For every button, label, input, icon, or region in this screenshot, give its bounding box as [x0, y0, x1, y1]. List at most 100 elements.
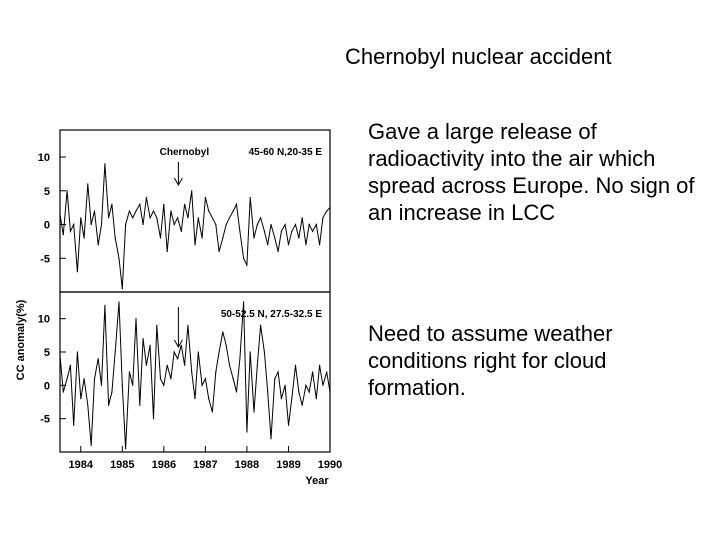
- data-point: [215, 371, 217, 373]
- data-point: [260, 324, 262, 326]
- data-point: [301, 217, 303, 219]
- data-point: [90, 444, 92, 446]
- data-point: [215, 223, 217, 226]
- data-point: [149, 217, 151, 219]
- data-point: [180, 344, 182, 346]
- data-point: [312, 230, 314, 232]
- data-point: [180, 230, 182, 232]
- data-point: [239, 230, 241, 232]
- data-point: [326, 210, 328, 212]
- panel-region-label: 50-52.5 N, 27.5-32.5 E: [221, 309, 323, 320]
- data-point: [329, 391, 331, 393]
- y-axis-title: CC anomaly(%): [15, 299, 27, 380]
- chernobyl-annotation: Chernobyl: [160, 147, 210, 158]
- data-point: [121, 384, 123, 386]
- data-point: [66, 378, 68, 380]
- y-tick-label: 10: [38, 152, 50, 164]
- data-point: [249, 351, 251, 353]
- data-point: [301, 404, 303, 406]
- data-point: [208, 210, 210, 212]
- data-point: [208, 398, 210, 400]
- data-point: [163, 384, 165, 386]
- data-point: [194, 398, 196, 400]
- data-point: [62, 391, 64, 393]
- data-point: [145, 196, 147, 199]
- data-point: [280, 398, 282, 400]
- data-point: [305, 384, 307, 386]
- data-point: [194, 244, 196, 246]
- data-point: [274, 378, 276, 380]
- data-point: [114, 237, 116, 239]
- data-point: [62, 234, 64, 236]
- data-point: [326, 371, 328, 373]
- y-tick-label: 0: [44, 380, 50, 392]
- chart-panels: 10 5 0 -5 45-60 N,20-35 E Chernobyl 10 5 0 -5 50-5…: [38, 129, 331, 453]
- data-point: [118, 301, 120, 303]
- data-point: [121, 288, 123, 290]
- data-point: [152, 210, 155, 212]
- data-point: [170, 210, 172, 212]
- data-point: [232, 378, 234, 380]
- data-point: [204, 196, 206, 199]
- data-point: [228, 364, 231, 366]
- data-point: [280, 230, 282, 232]
- data-point: [187, 324, 189, 326]
- data-point: [253, 411, 255, 413]
- data-point: [305, 244, 307, 246]
- data-point: [149, 344, 151, 346]
- annotation-arrow-head: [173, 177, 183, 187]
- data-point: [80, 217, 82, 219]
- panel-1: 10 5 0 -5 45-60 N,20-35 E Chernobyl: [38, 129, 331, 293]
- bullet-text-1: Gave a large release of radioactivity in…: [368, 119, 695, 225]
- data-point: [83, 237, 85, 239]
- data-point: [284, 384, 286, 386]
- data-point: [156, 217, 158, 219]
- cc-anomaly-chart: 10 5 0 -5 45-60 N,20-35 E Chernobyl 10 5 0 -5 50-5…: [15, 129, 342, 487]
- data-point: [97, 358, 99, 360]
- data-point: [294, 223, 297, 226]
- data-point: [274, 237, 276, 239]
- x-axis: 1984 1985 1986 1987 1988 1989 1990: [69, 446, 342, 471]
- data-point: [243, 301, 245, 303]
- data-point: [166, 250, 168, 253]
- data-point: [322, 384, 324, 386]
- data-point: [100, 223, 103, 226]
- data-point: [319, 364, 321, 366]
- data-point: [125, 223, 127, 226]
- y-tick-label: 5: [44, 347, 50, 359]
- data-point: [139, 404, 141, 406]
- data-point: [277, 250, 279, 253]
- data-point: [135, 210, 137, 212]
- data-point: [73, 424, 75, 426]
- data-point: [177, 358, 179, 360]
- data-point: [142, 338, 144, 340]
- data-point: [177, 217, 179, 219]
- data-point: [108, 217, 110, 219]
- data-point: [263, 230, 265, 232]
- data-point: [111, 391, 113, 393]
- data-point: [187, 217, 189, 219]
- data-point: [239, 358, 241, 360]
- data-point: [315, 223, 317, 226]
- data-point: [93, 378, 96, 380]
- y-tick-label: 5: [44, 186, 50, 198]
- y-tick-label: -5: [40, 414, 50, 426]
- panel-frame: [59, 291, 331, 453]
- data-point: [66, 190, 68, 192]
- data-point: [235, 203, 238, 205]
- slide-title: Chernobyl nuclear accident: [345, 44, 612, 69]
- y-tick-label: 10: [38, 314, 50, 326]
- data-point: [76, 351, 78, 353]
- data-point: [87, 404, 89, 406]
- data-point: [163, 203, 165, 205]
- x-tick-label: 1989: [276, 459, 300, 471]
- series-line: [59, 301, 331, 449]
- data-point: [111, 203, 113, 205]
- data-point: [201, 384, 203, 386]
- data-point: [80, 398, 82, 400]
- data-point: [263, 351, 265, 353]
- data-point: [256, 364, 258, 366]
- data-point: [287, 424, 290, 426]
- data-point: [312, 371, 314, 373]
- data-point: [191, 190, 193, 192]
